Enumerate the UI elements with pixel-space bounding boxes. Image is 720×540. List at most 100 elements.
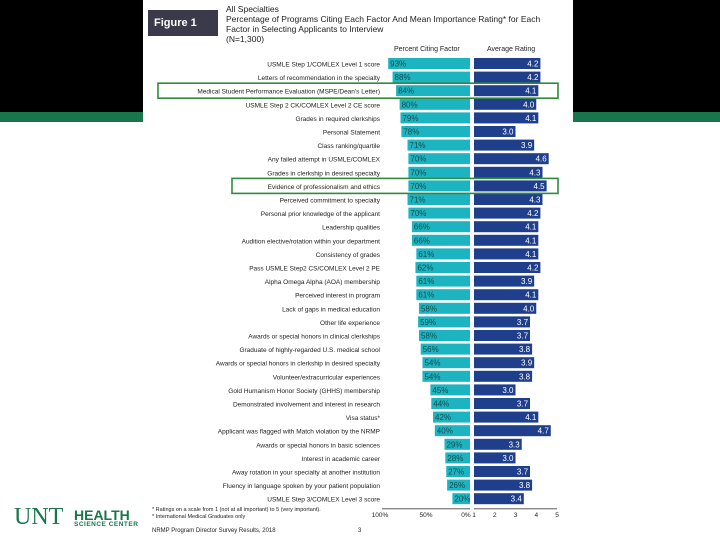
rating-bar xyxy=(474,479,533,491)
rating-label: 4.1 xyxy=(525,114,537,123)
percent-bar xyxy=(408,180,470,192)
rating-bar xyxy=(474,221,539,233)
rating-label: 4.1 xyxy=(525,223,537,232)
percent-label: 71% xyxy=(410,141,426,150)
percent-label: 62% xyxy=(417,264,433,273)
category-label: Personal prior knowledge of the applican… xyxy=(261,211,380,218)
percent-label: 71% xyxy=(410,196,426,205)
percent-bar xyxy=(400,112,470,124)
percent-label: 44% xyxy=(433,400,449,409)
rating-bar xyxy=(474,166,543,178)
highlight-box xyxy=(157,82,559,99)
rating-bar xyxy=(474,180,547,192)
chart-title-line: Factor in Selecting Applicants to Interv… xyxy=(226,24,384,34)
rating-bar xyxy=(474,466,531,477)
rating-label: 4.1 xyxy=(525,291,537,300)
rating-bar xyxy=(474,370,533,382)
percent-label: 58% xyxy=(421,332,437,341)
category-label: Awards or special honors in clinical cle… xyxy=(248,334,380,341)
rating-bar xyxy=(474,384,516,396)
rating-tick-label: 1 xyxy=(472,512,476,519)
chart-title-line: (N=1,300) xyxy=(226,34,265,44)
percent-bar xyxy=(408,166,470,178)
rating-bar xyxy=(474,411,539,423)
percent-bar xyxy=(445,452,470,464)
percent-label: 70% xyxy=(410,155,426,164)
category-label: Visa status* xyxy=(346,415,381,422)
percent-bar xyxy=(420,343,470,355)
rating-label: 4.6 xyxy=(536,155,548,164)
rating-label: 4.0 xyxy=(523,100,535,109)
percent-label: 78% xyxy=(403,128,419,137)
rating-label: 3.8 xyxy=(519,345,531,354)
percent-bar xyxy=(447,479,470,491)
rating-tick-label: 2 xyxy=(493,512,497,519)
rating-label: 3.7 xyxy=(517,332,529,341)
percent-label: 61% xyxy=(418,291,434,300)
percent-tick-label: 50% xyxy=(419,512,432,519)
chart-title-line: All Specialties xyxy=(226,4,279,14)
percent-bar xyxy=(396,85,470,97)
percent-bar xyxy=(388,58,470,69)
rating-bar xyxy=(474,438,522,450)
percent-label: 54% xyxy=(424,359,440,368)
percent-bar xyxy=(422,370,470,382)
rating-bar xyxy=(474,330,531,341)
percent-bar xyxy=(392,71,470,83)
percent-label: 59% xyxy=(420,318,436,327)
percent-label: 70% xyxy=(410,168,426,177)
rating-tick-label: 3 xyxy=(514,512,518,519)
footnote: * Ratings on a scale from 1 (not at all … xyxy=(152,507,372,521)
footnote-img: * International Medical Graduates only xyxy=(152,514,246,520)
rating-label: 4.2 xyxy=(527,264,539,273)
category-label: Grades in clerkship in desired specialty xyxy=(267,170,380,177)
category-label: Away rotation in your specialty at anoth… xyxy=(232,470,380,477)
rating-label: 3.7 xyxy=(517,318,529,327)
rating-tick-label: 4 xyxy=(534,512,538,519)
rating-label: 4.1 xyxy=(525,236,537,245)
rating-bar xyxy=(474,425,551,437)
rating-bar xyxy=(474,452,516,464)
category-label: Other life experience xyxy=(320,320,380,327)
rating-label: 4.1 xyxy=(525,250,537,259)
rating-label: 4.3 xyxy=(529,168,541,177)
percent-column-header: Percent Citing Factor xyxy=(394,46,460,53)
rating-bar xyxy=(474,262,541,273)
category-label: Any failed attempt in USMLE/COMLEX xyxy=(268,157,381,164)
rating-bar xyxy=(474,275,535,287)
category-label: Consistency of grades xyxy=(316,252,381,259)
rating-label: 4.7 xyxy=(538,427,550,436)
rating-label: 3.3 xyxy=(509,440,521,449)
figure-label: Figure 1 xyxy=(148,10,218,36)
percent-bar xyxy=(407,139,470,151)
rating-label: 3.7 xyxy=(517,400,529,409)
rating-label: 4.2 xyxy=(527,73,539,82)
rating-label: 3.9 xyxy=(521,277,533,286)
category-label: Class ranking/quartile xyxy=(317,143,380,150)
logo-health-text: HEALTH xyxy=(74,507,130,523)
rating-label: 3.4 xyxy=(511,495,523,504)
rating-bar xyxy=(474,207,541,219)
percent-label: 29% xyxy=(446,440,462,449)
chart-title-line: Percentage of Programs Citing Each Facto… xyxy=(226,14,541,24)
rating-label: 4.1 xyxy=(525,413,537,422)
percent-label: 42% xyxy=(435,413,451,422)
percent-label: 80% xyxy=(402,100,418,109)
percent-label: 88% xyxy=(395,73,411,82)
rating-bar xyxy=(474,85,539,97)
rating-label: 4.1 xyxy=(525,87,537,96)
rating-bar xyxy=(474,289,539,301)
category-label: Leadership qualities xyxy=(322,225,381,232)
rating-bar xyxy=(474,493,524,505)
percent-label: 61% xyxy=(418,250,434,259)
logo-science-center-text: SCIENCE CENTER xyxy=(74,521,139,528)
percent-bar xyxy=(418,302,470,314)
percent-bar xyxy=(407,194,470,205)
category-label: Lack of gaps in medical education xyxy=(282,306,380,313)
rating-label: 3.9 xyxy=(521,141,533,150)
percent-label: 20% xyxy=(454,495,470,504)
category-label: Interest in academic career xyxy=(302,456,381,463)
category-label: Applicant was flagged with Match violati… xyxy=(218,429,380,436)
category-label: Medical Student Performance Evaluation (… xyxy=(197,89,380,96)
